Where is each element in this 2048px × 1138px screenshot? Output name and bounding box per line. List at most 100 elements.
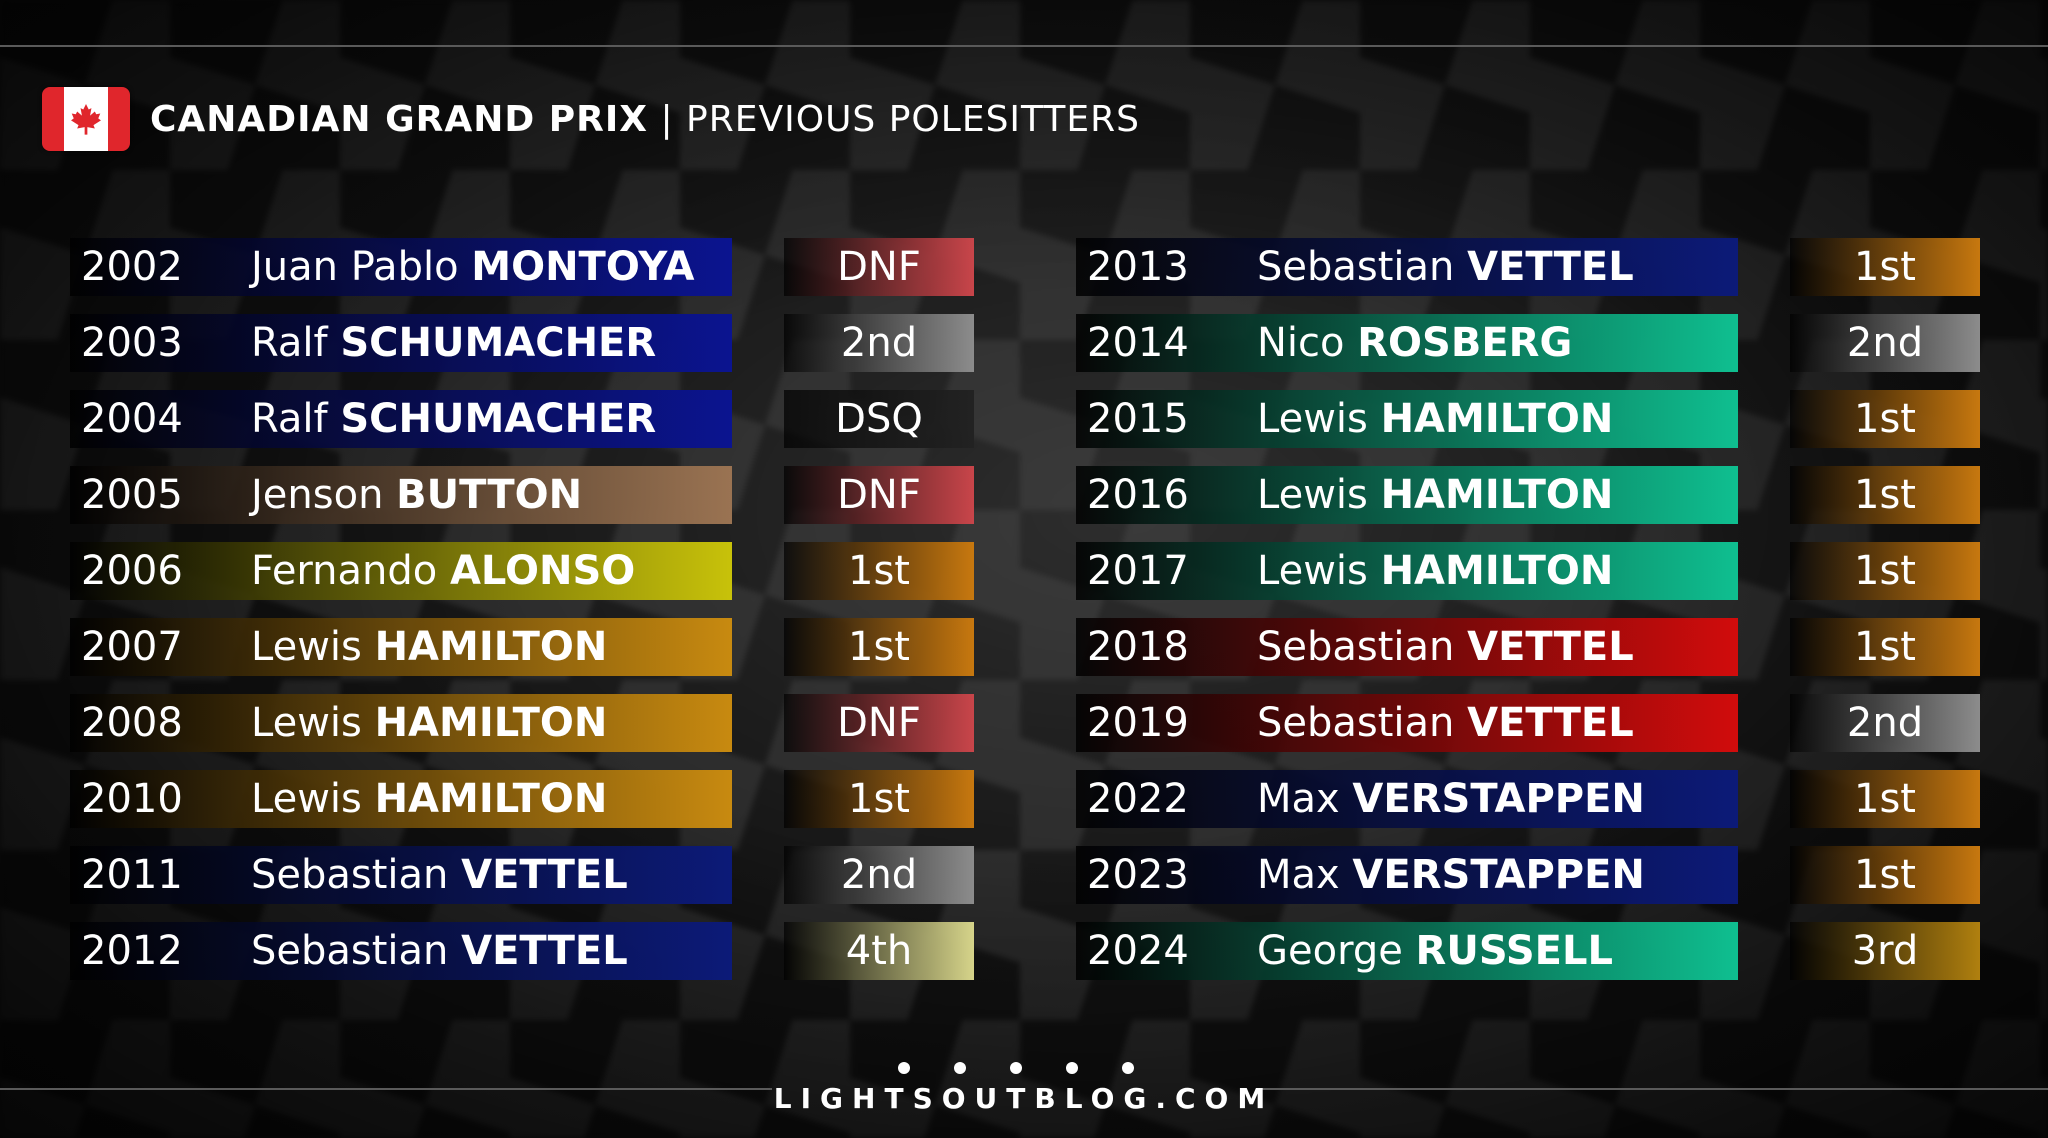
race-result-badge: 2nd — [1790, 694, 1980, 752]
driver-name: Sebastian VETTEL — [251, 922, 628, 980]
driver-last-name: VETTEL — [461, 852, 628, 898]
driver-first-name: Sebastian — [251, 928, 462, 974]
season-year: 2018 — [1087, 624, 1189, 670]
team-color-bar — [70, 846, 732, 904]
season-year: 2006 — [81, 548, 183, 594]
race-result-badge: 1st — [1790, 542, 1980, 600]
driver-last-name: HAMILTON — [374, 624, 608, 670]
race-result-badge: 1st — [1790, 846, 1980, 904]
driver-name: Jenson BUTTON — [251, 466, 582, 524]
driver-first-name: Juan Pablo — [251, 244, 472, 290]
driver-last-name: HAMILTON — [374, 776, 608, 822]
team-color-bar — [70, 618, 732, 676]
driver-last-name: VERSTAPPEN — [1352, 852, 1645, 898]
team-color-bar — [1076, 238, 1738, 296]
pagination-dot — [1010, 1062, 1022, 1074]
team-color-bar — [1076, 846, 1738, 904]
driver-name: Nico ROSBERG — [1257, 314, 1572, 372]
driver-last-name: HAMILTON — [1380, 472, 1614, 518]
team-color-bar — [70, 466, 732, 524]
pagination-dot — [898, 1062, 910, 1074]
site-footer: LIGHTSOUTBLOG.COM — [773, 1082, 1275, 1115]
driver-first-name: Lewis — [1257, 548, 1381, 594]
driver-first-name: Sebastian — [1257, 700, 1468, 746]
canada-flag-icon — [42, 87, 130, 151]
bottom-divider-right — [1256, 1088, 2048, 1090]
driver-first-name: Lewis — [251, 776, 375, 822]
race-result-badge: 1st — [1790, 770, 1980, 828]
driver-last-name: BUTTON — [396, 472, 583, 518]
driver-first-name: Lewis — [251, 700, 375, 746]
team-color-bar — [70, 314, 732, 372]
top-divider — [0, 45, 2048, 47]
driver-first-name: Fernando — [251, 548, 450, 594]
driver-last-name: VETTEL — [1467, 244, 1634, 290]
driver-name: Fernando ALONSO — [251, 542, 635, 600]
season-year: 2024 — [1087, 928, 1189, 974]
driver-first-name: Sebastian — [1257, 244, 1468, 290]
driver-first-name: Nico — [1257, 320, 1358, 366]
pagination-dot — [954, 1062, 966, 1074]
race-result-badge: 3rd — [1790, 922, 1980, 980]
race-result-badge: 1st — [784, 770, 974, 828]
driver-last-name: VERSTAPPEN — [1352, 776, 1645, 822]
driver-first-name: Lewis — [1257, 396, 1381, 442]
driver-name: Sebastian VETTEL — [1257, 694, 1634, 752]
season-year: 2016 — [1087, 472, 1189, 518]
driver-last-name: ALONSO — [449, 548, 636, 594]
team-color-bar — [1076, 618, 1738, 676]
page-header: CANADIAN GRAND PRIX | PREVIOUS POLESITTE… — [42, 86, 1140, 152]
team-color-bar — [1076, 770, 1738, 828]
driver-name: Max VERSTAPPEN — [1257, 846, 1645, 904]
race-result-badge: 1st — [1790, 390, 1980, 448]
season-year: 2011 — [81, 852, 183, 898]
driver-name: George RUSSELL — [1257, 922, 1613, 980]
driver-first-name: Sebastian — [1257, 624, 1468, 670]
season-year: 2005 — [81, 472, 183, 518]
season-year: 2019 — [1087, 700, 1189, 746]
season-year: 2008 — [81, 700, 183, 746]
driver-name: Sebastian VETTEL — [251, 846, 628, 904]
race-result-badge: 2nd — [1790, 314, 1980, 372]
driver-name: Lewis HAMILTON — [1257, 542, 1613, 600]
team-color-bar — [70, 542, 732, 600]
title-bold: CANADIAN GRAND PRIX — [150, 98, 649, 140]
season-year: 2015 — [1087, 396, 1189, 442]
race-result-badge: 1st — [1790, 618, 1980, 676]
team-color-bar — [70, 390, 732, 448]
team-color-bar — [1076, 466, 1738, 524]
season-year: 2010 — [81, 776, 183, 822]
driver-name: Lewis HAMILTON — [1257, 466, 1613, 524]
season-year: 2023 — [1087, 852, 1189, 898]
race-result-badge: DSQ — [784, 390, 974, 448]
season-year: 2017 — [1087, 548, 1189, 594]
driver-name: Lewis HAMILTON — [251, 694, 607, 752]
race-result-badge: DNF — [784, 238, 974, 296]
team-color-bar — [70, 238, 732, 296]
race-result-badge: 2nd — [784, 314, 974, 372]
driver-name: Ralf SCHUMACHER — [251, 390, 656, 448]
driver-last-name: RUSSELL — [1415, 928, 1613, 974]
race-result-badge: 4th — [784, 922, 974, 980]
pagination-dots — [898, 1062, 1134, 1074]
race-result-badge: 1st — [1790, 466, 1980, 524]
driver-name: Max VERSTAPPEN — [1257, 770, 1645, 828]
driver-last-name: SCHUMACHER — [340, 320, 657, 366]
driver-name: Sebastian VETTEL — [1257, 618, 1634, 676]
page-title: CANADIAN GRAND PRIX | PREVIOUS POLESITTE… — [150, 99, 1140, 140]
driver-first-name: Max — [1257, 852, 1353, 898]
team-color-bar — [70, 770, 732, 828]
race-result-badge: 1st — [784, 618, 974, 676]
driver-first-name: Max — [1257, 776, 1353, 822]
season-year: 2013 — [1087, 244, 1189, 290]
race-result-badge: 2nd — [784, 846, 974, 904]
team-color-bar — [70, 922, 732, 980]
driver-first-name: Lewis — [251, 624, 375, 670]
team-color-bar — [1076, 922, 1738, 980]
title-subtitle: | PREVIOUS POLESITTERS — [648, 98, 1140, 140]
team-color-bar — [1076, 694, 1738, 752]
driver-last-name: SCHUMACHER — [340, 396, 657, 442]
driver-last-name: VETTEL — [1467, 700, 1634, 746]
driver-first-name: George — [1257, 928, 1416, 974]
race-result-badge: 1st — [1790, 238, 1980, 296]
